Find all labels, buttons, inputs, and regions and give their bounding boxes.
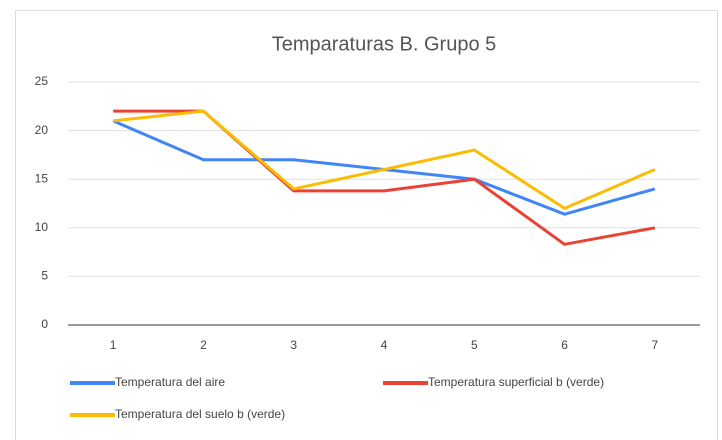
x-tick-label: 5 bbox=[471, 338, 478, 352]
x-tick-label: 6 bbox=[561, 338, 568, 352]
y-tick-label: 15 bbox=[35, 171, 49, 185]
legend-label: Temperatura superficial b (verde) bbox=[428, 375, 604, 389]
chart-title: Temparaturas B. Grupo 5 bbox=[272, 33, 497, 55]
x-tick-label: 1 bbox=[110, 338, 117, 352]
x-tick-label: 7 bbox=[652, 338, 659, 352]
x-tick-label: 2 bbox=[200, 338, 207, 352]
x-tick-label: 4 bbox=[381, 338, 388, 352]
y-tick-label: 20 bbox=[35, 123, 49, 137]
y-tick-label: 5 bbox=[41, 269, 48, 283]
series-line bbox=[112, 109, 656, 210]
y-tick-label: 25 bbox=[35, 74, 49, 88]
y-tick-label: 10 bbox=[35, 220, 49, 234]
x-tick-label: 3 bbox=[290, 338, 297, 352]
y-tick-label: 0 bbox=[41, 317, 48, 331]
legend-label: Temperatura del aire bbox=[115, 375, 225, 389]
legend-label: Temperatura del suelo b (verde) bbox=[115, 407, 285, 421]
